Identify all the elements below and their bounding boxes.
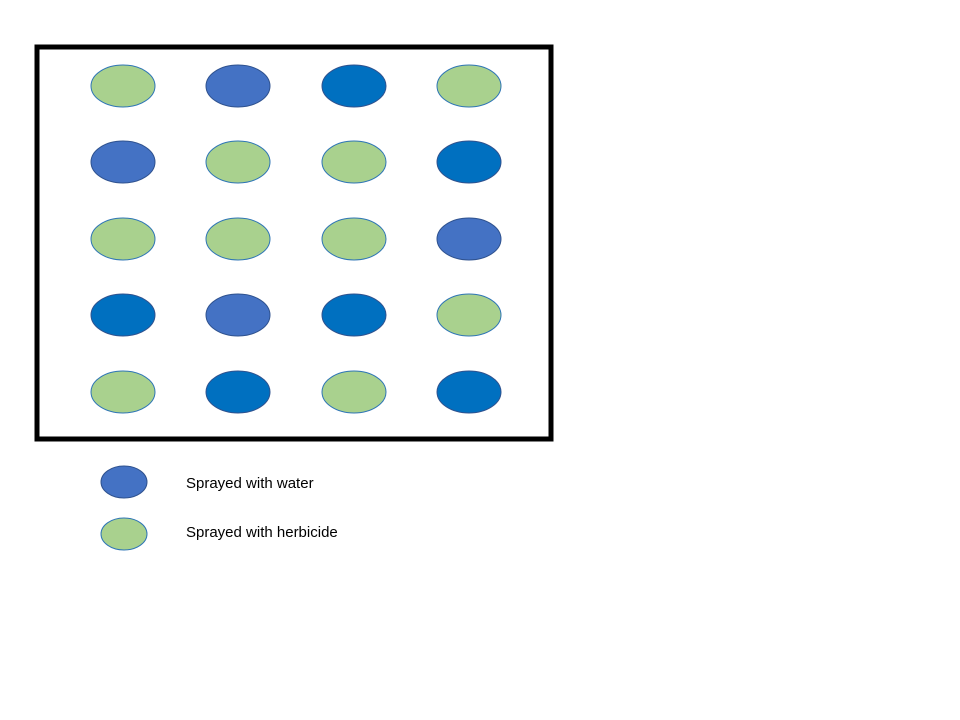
plant-water: [436, 370, 502, 414]
plant-herbicide: [321, 217, 387, 261]
legend-herbicide-swatch: [100, 517, 148, 551]
plant-water: [321, 293, 387, 337]
legend-herbicide-label: Sprayed with herbicide: [186, 524, 338, 541]
plant-water: [90, 140, 156, 184]
plant-water: [436, 140, 502, 184]
plant-herbicide: [205, 140, 271, 184]
plant-herbicide: [321, 370, 387, 414]
plant-herbicide: [321, 140, 387, 184]
plant-grid: [90, 64, 502, 414]
legend-water-label: Sprayed with water: [186, 475, 314, 492]
legend-water-swatch: [100, 465, 148, 499]
plant-herbicide: [205, 217, 271, 261]
plant-water: [90, 293, 156, 337]
plant-water: [205, 370, 271, 414]
plant-herbicide: [90, 217, 156, 261]
plant-herbicide: [436, 64, 502, 108]
plant-water: [321, 64, 387, 108]
plant-herbicide: [90, 370, 156, 414]
plant-herbicide: [90, 64, 156, 108]
plant-herbicide: [436, 293, 502, 337]
plant-water: [205, 293, 271, 337]
plant-water: [205, 64, 271, 108]
plant-water: [436, 217, 502, 261]
